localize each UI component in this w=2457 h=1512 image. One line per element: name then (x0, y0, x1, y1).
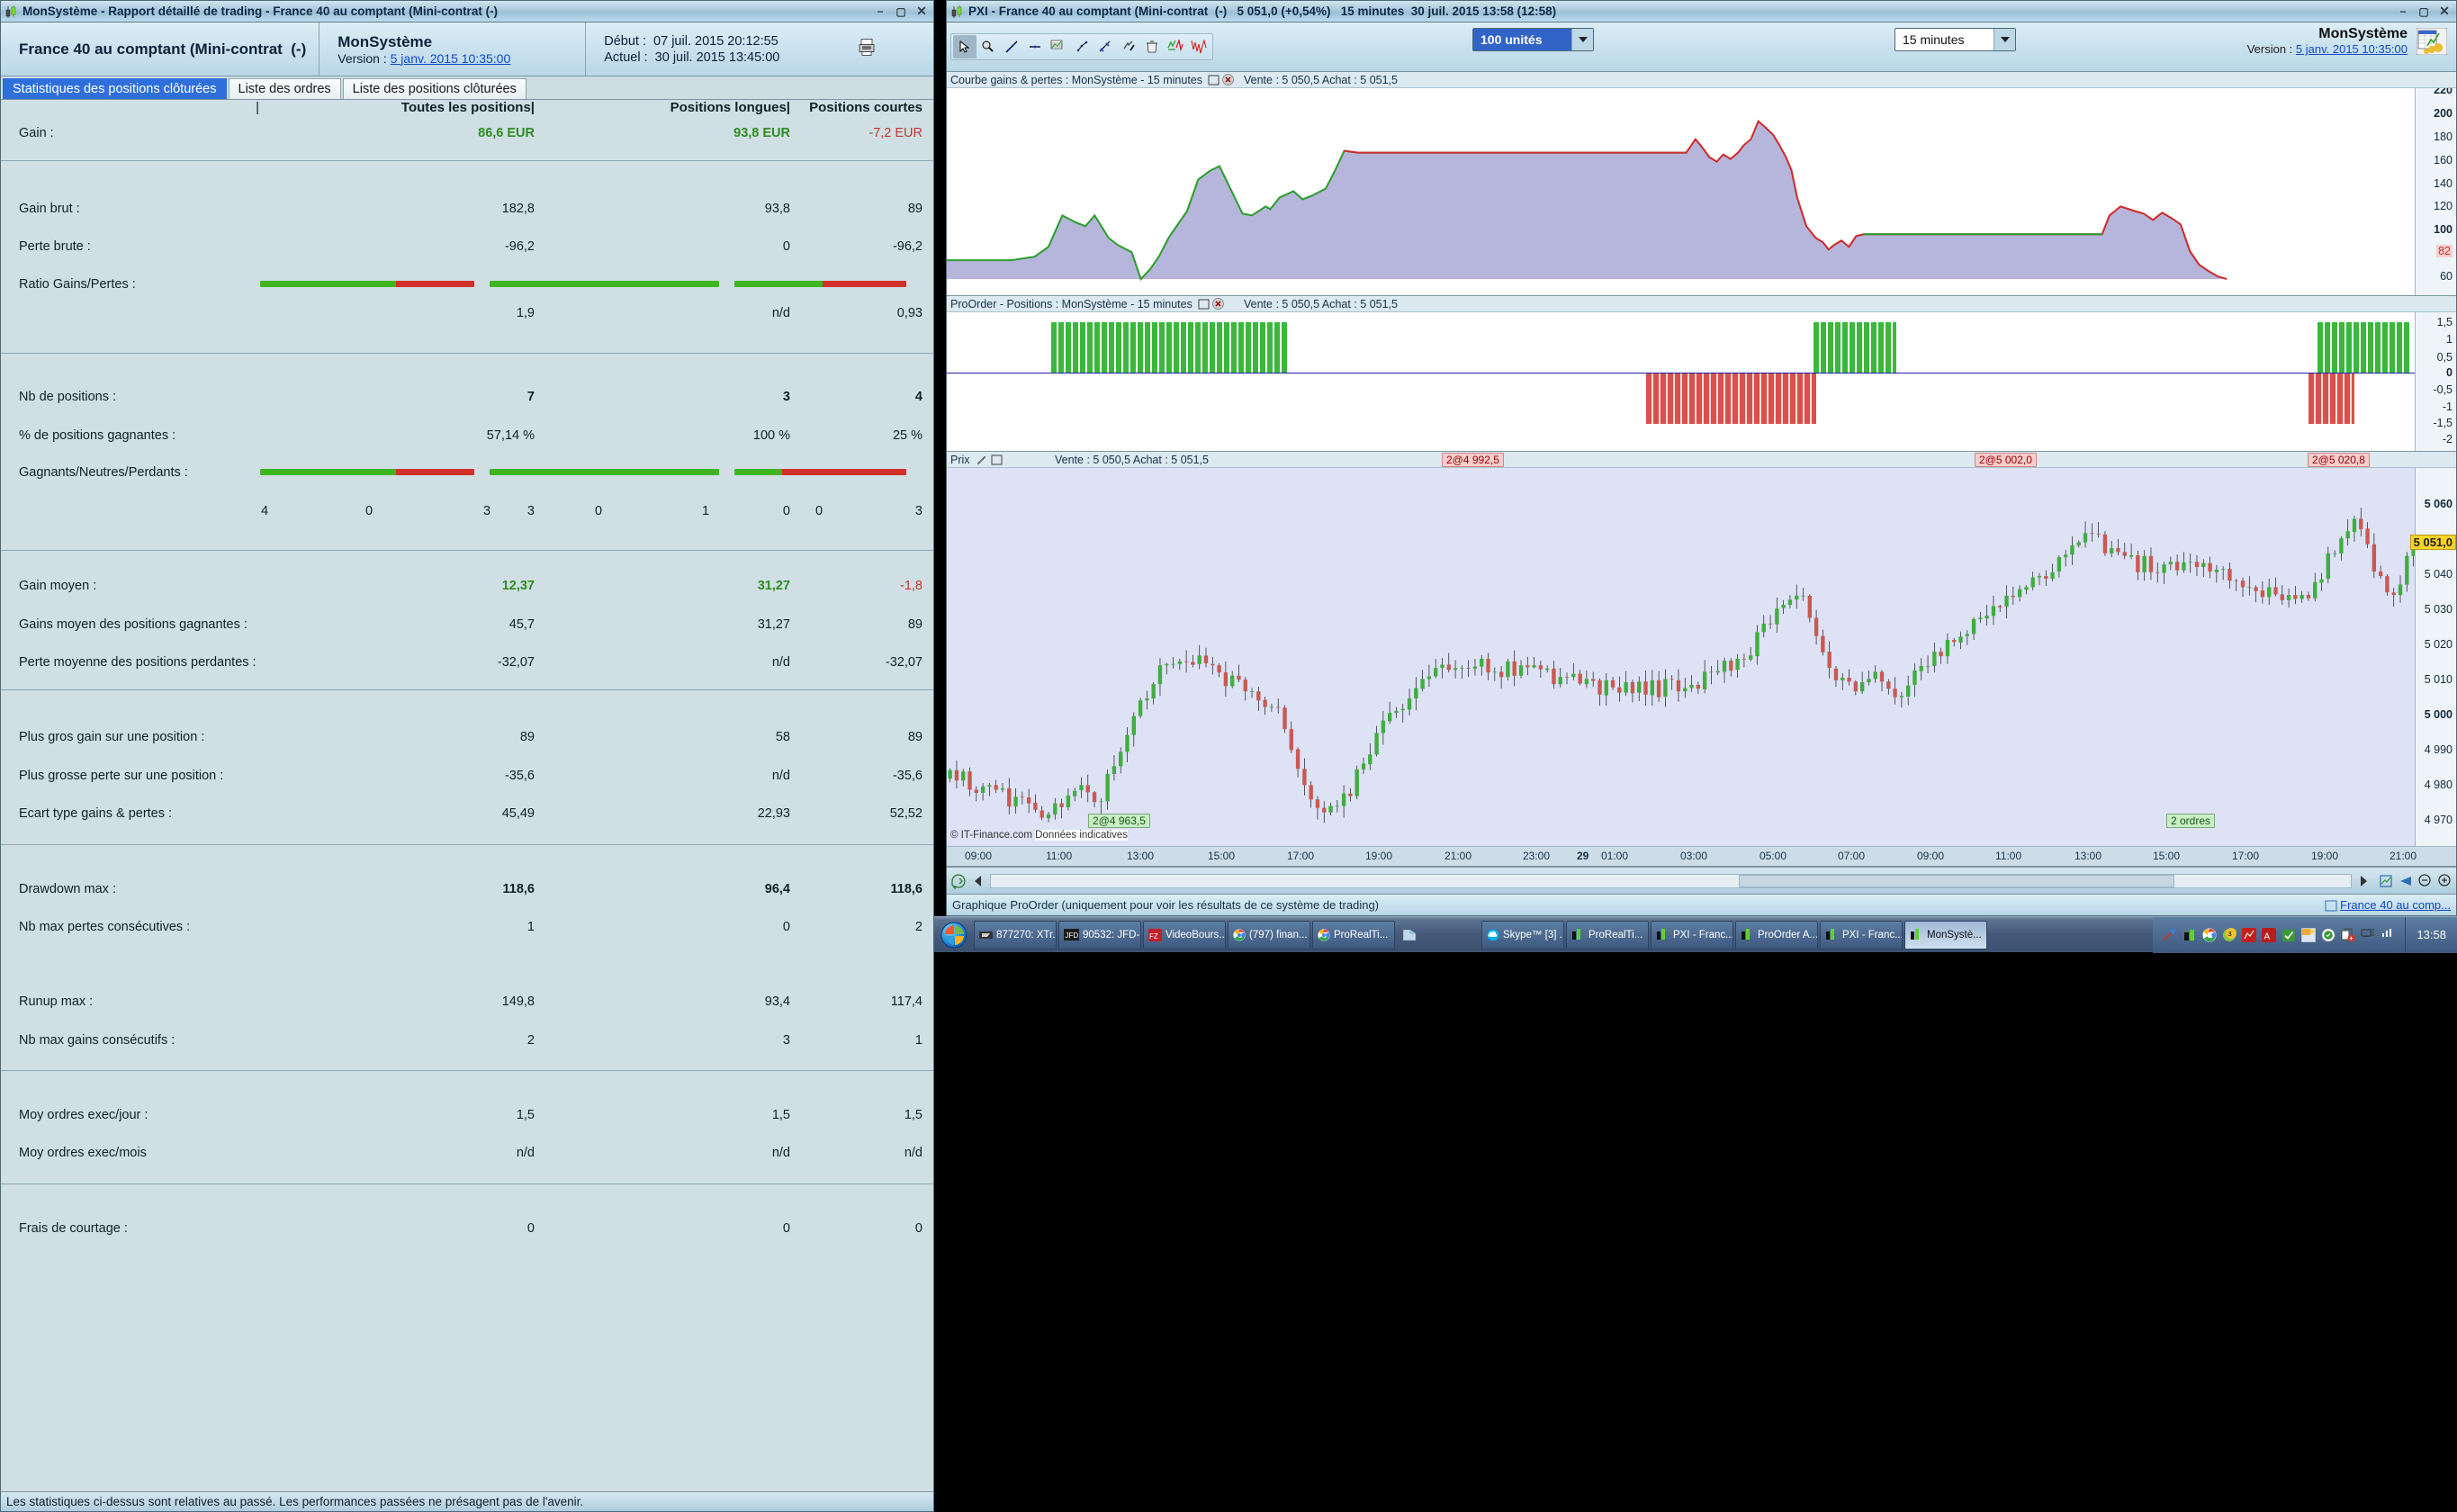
svg-text:A: A (2264, 932, 2271, 941)
svg-text:FZ: FZ (1149, 932, 1158, 940)
svg-text:3: 3 (2228, 930, 2232, 938)
svg-text:JFD: JFD (1066, 932, 1079, 940)
